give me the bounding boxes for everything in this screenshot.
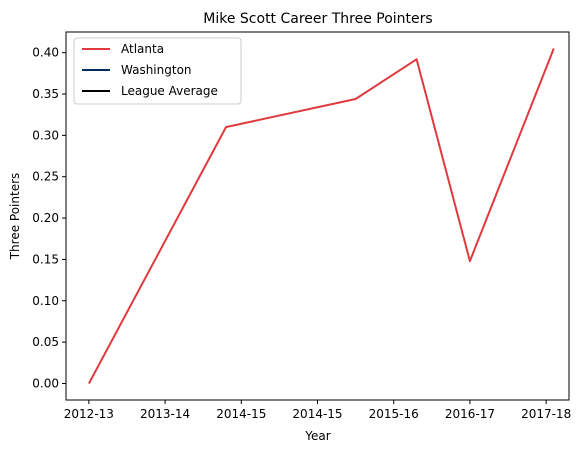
legend-box [73,37,242,105]
y-tick-label: 0.35 [32,87,59,101]
y-tick-label: 0.00 [32,376,59,390]
y-tick-label: 0.25 [32,170,59,184]
chart-title: Mike Scott Career Three Pointers [203,11,432,27]
plot-area: 2012-13 2013-14 2014-15 2014-15 2015-16 2016-… [32,31,571,421]
legend: Atlanta Washington League Average [73,37,242,105]
y-tick-label: 0.05 [32,335,59,349]
x-tick-label: 2016-17 [445,407,495,421]
y-tick-label: 0.30 [32,128,59,142]
x-tick-label: 2012-13 [64,407,114,421]
x-tick-label: 2014-15 [216,407,266,421]
series-line-0 [88,48,555,384]
x-tick-label: 2014-15 [292,407,342,421]
y-tick-label: 0.10 [32,294,59,308]
legend-label: Atlanta [121,42,164,56]
y-axis-label: Three Pointers [8,173,22,261]
x-tick-label: 2013-14 [140,407,190,421]
x-tick-label: 2017-18 [521,407,571,421]
y-tick-label: 0.15 [32,252,59,266]
legend-label: League Average [121,84,218,98]
y-tick-label: 0.20 [32,211,59,225]
y-tick-label: 0.40 [32,46,59,60]
x-tick-label: 2015-16 [369,407,419,421]
legend-label: Washington [121,63,192,77]
x-axis-label: Year [304,429,330,443]
